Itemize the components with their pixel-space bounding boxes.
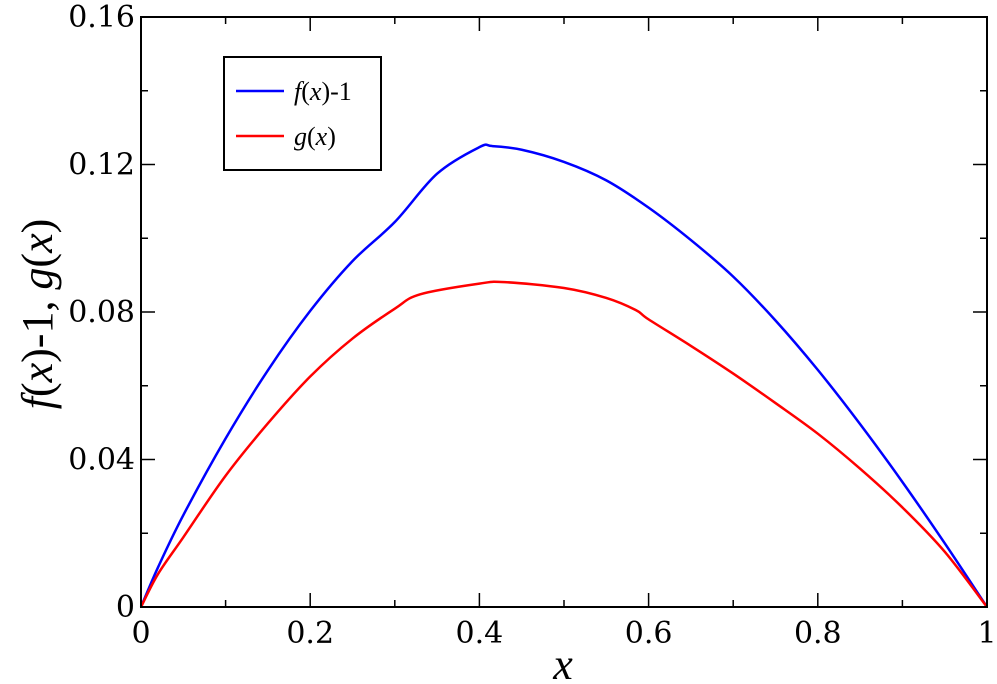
y-tick-label: 0.08 — [68, 295, 135, 330]
x-tick-label: 0.4 — [456, 616, 504, 651]
tick-labels: 0 0.2 0.4 0.6 0.8 1 0 0.04 0.08 0.12 0.16 — [68, 0, 996, 651]
y-tick-label: 0.04 — [68, 443, 135, 478]
x-tick-label: 0 — [131, 616, 150, 651]
plot-frame — [140, 16, 988, 608]
y-tick-label: 0.16 — [68, 0, 135, 35]
x-axis-title: x — [552, 640, 573, 684]
series-line-g — [139, 280, 988, 608]
y-tick-label: 0.12 — [68, 148, 135, 183]
legend-label-f: f(x)-1 — [294, 77, 352, 106]
series-lines — [139, 143, 989, 608]
y-axis-title: f(x)-1, g(x) — [13, 219, 62, 410]
legend-label-g: g(x) — [294, 122, 336, 151]
x-tick-label: 0.8 — [794, 616, 842, 651]
legend: f(x)-1 g(x) — [223, 56, 382, 171]
x-tick-label: 1 — [977, 616, 996, 651]
y-tick-label: 0 — [116, 590, 135, 625]
series-line-f — [139, 143, 989, 608]
legend-box — [223, 56, 382, 171]
x-tick-label: 0.2 — [286, 616, 334, 651]
x-tick-label: 0.6 — [625, 616, 673, 651]
